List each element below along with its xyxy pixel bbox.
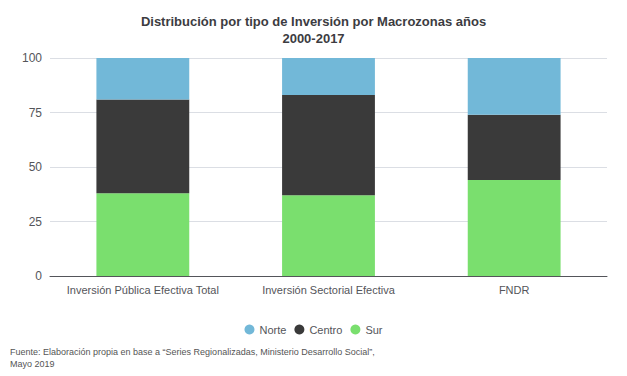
svg-text:0: 0 — [35, 269, 42, 283]
svg-text:75: 75 — [29, 106, 43, 120]
svg-text:Centro: Centro — [309, 324, 342, 336]
svg-text:Inversión Pública Efectiva Tot: Inversión Pública Efectiva Total — [67, 284, 219, 296]
svg-text:2000-2017: 2000-2017 — [282, 31, 344, 46]
svg-text:50: 50 — [29, 160, 43, 174]
svg-text:Fuente: Elaboración propia en: Fuente: Elaboración propia en base a “Se… — [10, 347, 375, 357]
svg-text:Mayo 2019: Mayo 2019 — [10, 359, 55, 369]
svg-text:100: 100 — [22, 51, 42, 65]
svg-text:25: 25 — [29, 215, 43, 229]
svg-text:Sur: Sur — [365, 324, 382, 336]
svg-text:Norte: Norte — [259, 324, 286, 336]
svg-text:Inversión Sectorial Efectiva: Inversión Sectorial Efectiva — [262, 284, 396, 296]
svg-text:Distribución por tipo de Inver: Distribución por tipo de Inversión por M… — [141, 14, 486, 29]
svg-text:FNDR: FNDR — [499, 284, 530, 296]
